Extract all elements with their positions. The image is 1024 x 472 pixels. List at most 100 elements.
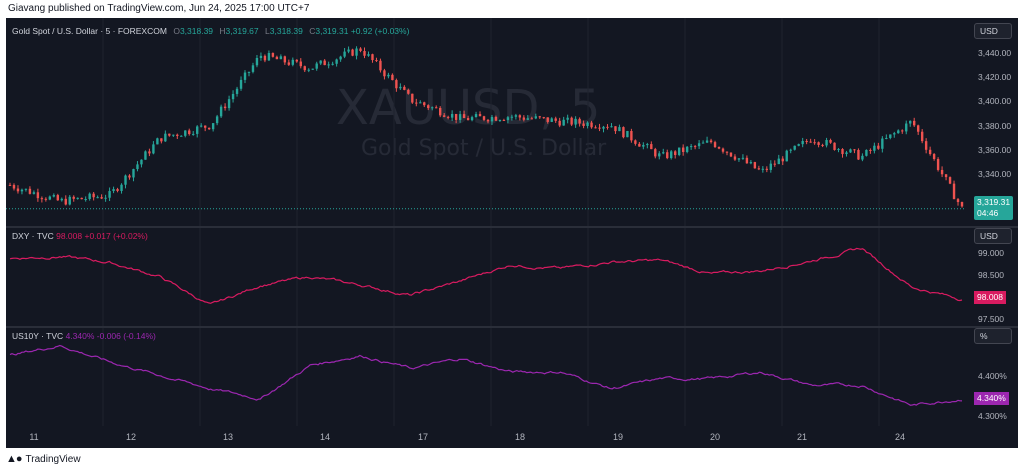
pane-divider[interactable] bbox=[6, 226, 1018, 228]
candle-body bbox=[112, 189, 115, 192]
candle-body bbox=[124, 175, 127, 185]
candle-body bbox=[606, 126, 609, 128]
candle-body bbox=[897, 130, 900, 134]
candle-body bbox=[120, 184, 123, 191]
gold-axis-tick: 3,400.00 bbox=[978, 96, 1012, 106]
us10y-pane[interactable]: US10Y · TVC 4.340% -0.006 (-0.14%) % 4.4… bbox=[6, 328, 1018, 426]
candle-body bbox=[152, 144, 155, 154]
time-tick: 20 bbox=[709, 432, 721, 442]
candle-body bbox=[681, 147, 685, 152]
candle-body bbox=[610, 126, 613, 128]
candle-body bbox=[510, 116, 514, 118]
gold-change: +0.92 (+0.03%) bbox=[350, 26, 410, 36]
candle-body bbox=[470, 117, 474, 121]
candle-body bbox=[865, 149, 868, 156]
candle-body bbox=[431, 107, 434, 109]
candle-body bbox=[291, 59, 295, 65]
gold-close-value: 3,319.31 bbox=[315, 26, 349, 36]
candle-body bbox=[853, 149, 856, 151]
gold-c-label: C bbox=[309, 26, 316, 36]
us10y-unit-button[interactable]: % bbox=[974, 328, 1012, 344]
candle-body bbox=[192, 133, 195, 135]
us10y-line-plot[interactable] bbox=[6, 328, 1018, 426]
us10y-last-value-tag: 4.340% bbox=[974, 392, 1009, 405]
candle-body bbox=[574, 118, 577, 125]
publisher-line: Giavang published on TradingView.com, Ju… bbox=[8, 3, 310, 14]
candle-body bbox=[227, 99, 231, 109]
candle-body bbox=[821, 144, 824, 146]
candle-body bbox=[287, 62, 291, 65]
dxy-legend: DXY · TVC 98.008 +0.017 (+0.02%) bbox=[12, 231, 148, 241]
candle-body bbox=[474, 114, 478, 118]
candle-body bbox=[411, 93, 414, 103]
candle-body bbox=[558, 120, 561, 126]
candle-body bbox=[92, 193, 95, 198]
candle-body bbox=[749, 162, 753, 164]
candle-body bbox=[761, 168, 765, 170]
candle-body bbox=[594, 127, 597, 129]
candle-body bbox=[255, 58, 259, 66]
candle-body bbox=[339, 56, 342, 60]
time-tick: 14 bbox=[319, 432, 331, 442]
candle-body bbox=[239, 79, 243, 89]
dxy-unit-button[interactable]: USD bbox=[974, 228, 1012, 244]
dxy-line-plot[interactable] bbox=[6, 228, 1018, 326]
candle-body bbox=[797, 144, 800, 146]
gold-unit-button[interactable]: USD bbox=[974, 23, 1012, 39]
candle-body bbox=[765, 168, 769, 170]
candle-body bbox=[817, 142, 820, 145]
candle-body bbox=[885, 137, 888, 139]
dxy-value: 98.008 bbox=[56, 231, 83, 241]
candle-body bbox=[486, 119, 490, 122]
candle-body bbox=[518, 115, 522, 118]
candle-body bbox=[889, 134, 892, 138]
candle-body bbox=[319, 60, 322, 64]
us10y-axis-tick: 4.300% bbox=[978, 411, 1007, 421]
candle-body bbox=[666, 152, 669, 159]
candle-body bbox=[733, 156, 737, 160]
candle-body bbox=[8, 184, 12, 186]
candle-body bbox=[196, 126, 199, 134]
candle-body bbox=[924, 141, 928, 150]
dxy-pane[interactable]: DXY · TVC 98.008 +0.017 (+0.02%) USD 99.… bbox=[6, 228, 1018, 326]
candle-body bbox=[116, 189, 119, 191]
candle-body bbox=[235, 88, 239, 94]
candle-body bbox=[833, 142, 836, 150]
candle-body bbox=[650, 144, 653, 150]
candle-body bbox=[646, 144, 649, 146]
candle-body bbox=[709, 140, 713, 143]
candle-body bbox=[677, 147, 681, 155]
watermark-symbol: XAUUSD, 5 bbox=[336, 80, 601, 136]
gold-o-label: O bbox=[173, 26, 180, 36]
pane-divider[interactable] bbox=[6, 326, 1018, 328]
candle-body bbox=[271, 53, 275, 57]
gold-l-label: L bbox=[265, 26, 270, 36]
candle-body bbox=[940, 169, 944, 175]
candle-body bbox=[769, 163, 773, 170]
candle-body bbox=[311, 68, 314, 70]
gold-legend: Gold Spot / U.S. Dollar · 5 · FOREXCOM O… bbox=[12, 26, 409, 36]
candle-body bbox=[243, 72, 247, 80]
candle-body bbox=[634, 140, 637, 144]
candle-body bbox=[104, 197, 107, 199]
candle-body bbox=[570, 117, 573, 125]
candle-body bbox=[697, 143, 701, 147]
candle-body bbox=[522, 117, 526, 120]
candle-body bbox=[415, 102, 418, 104]
candle-body bbox=[566, 117, 569, 120]
candle-body bbox=[857, 149, 860, 160]
candle-body bbox=[554, 118, 557, 121]
gold-candles-plot[interactable] bbox=[6, 18, 1018, 226]
candle-body bbox=[538, 116, 541, 118]
candle-body bbox=[936, 159, 940, 170]
tradingview-footer[interactable]: ▲● TradingView bbox=[6, 453, 81, 465]
gold-pane[interactable]: Gold Spot / U.S. Dollar · 5 · FOREXCOM O… bbox=[6, 18, 1018, 226]
gold-axis-tick: 3,380.00 bbox=[978, 121, 1012, 131]
candle-body bbox=[72, 196, 75, 199]
dxy-last-value-tag: 98.008 bbox=[974, 291, 1006, 304]
candle-body bbox=[438, 107, 442, 116]
candle-body bbox=[168, 133, 171, 136]
candle-body bbox=[450, 113, 454, 118]
gold-axis-tick: 3,440.00 bbox=[978, 48, 1012, 58]
chart-frame: XAUUSD, 5 Gold Spot / U.S. Dollar Gold S… bbox=[6, 18, 1018, 448]
